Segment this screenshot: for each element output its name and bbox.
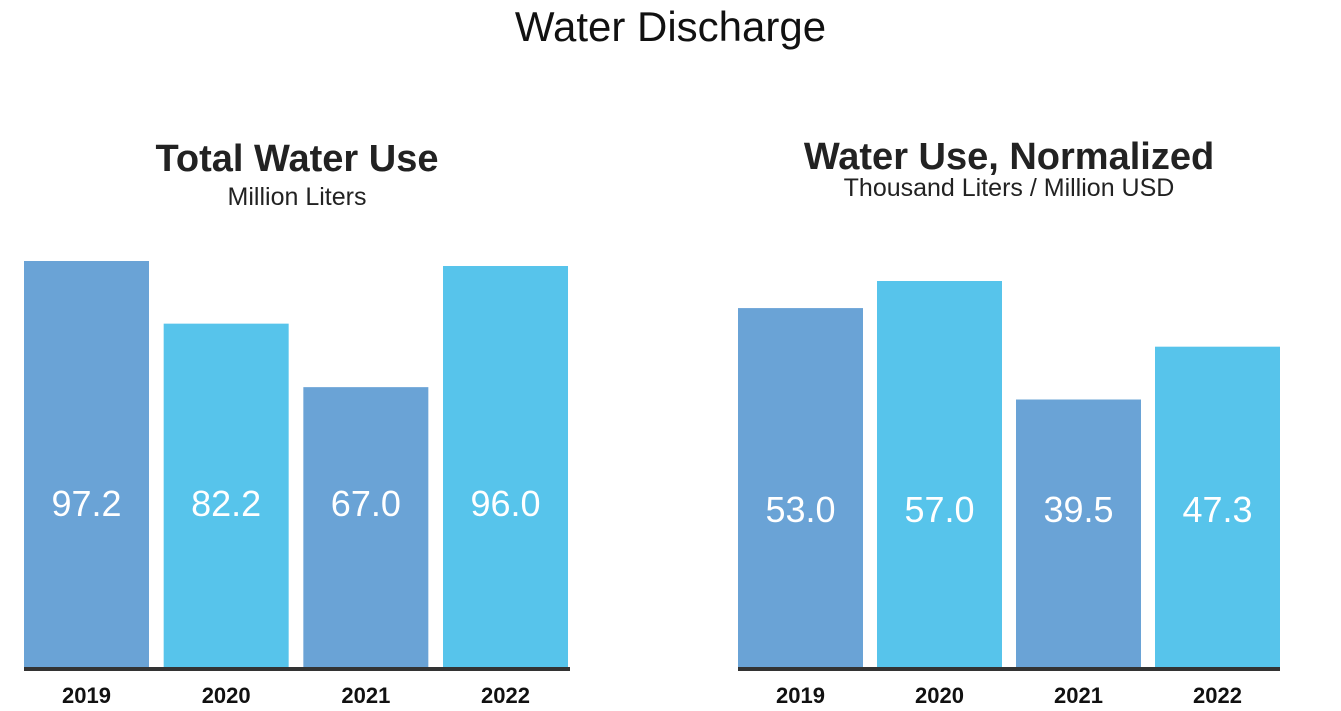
page-title: Water Discharge — [514, 3, 827, 50]
bar-value-label: 97.2 — [51, 483, 121, 524]
bar-2021 — [1016, 399, 1141, 667]
bar-2021 — [303, 387, 429, 667]
x-tick-label: 2020 — [202, 683, 251, 708]
bar-2020 — [163, 323, 289, 667]
bar-2020 — [877, 281, 1002, 667]
bar-value-label: 47.3 — [1182, 489, 1252, 530]
bar-2019 — [24, 261, 149, 667]
x-tick-label: 2019 — [62, 683, 111, 708]
total-water-use-chart: 97.2 2019 82.2 2020 67.0 2021 96.0 2022 — [24, 261, 570, 708]
bar-value-label: 82.2 — [191, 483, 261, 524]
bar-value-label: 96.0 — [470, 483, 540, 524]
x-axis-line — [738, 667, 1280, 671]
normalized-water-use-chart: 53.0 2019 57.0 2020 39.5 2021 47.3 2022 — [738, 281, 1280, 708]
x-tick-label: 2019 — [776, 683, 825, 708]
chart-subtitle: Thousand Liters / Million USD — [843, 174, 1175, 202]
bar-value-label: 57.0 — [904, 489, 974, 530]
total-water-use-panel: Total Water Use Million Liters 97.2 2019 8… — [24, 0, 570, 711]
bar-2019 — [738, 308, 863, 667]
bar-2022 — [1155, 346, 1280, 667]
x-tick-label: 2021 — [341, 683, 390, 708]
bar-value-label: 39.5 — [1043, 489, 1113, 530]
bar-2022 — [443, 266, 569, 667]
chart-title: Water Use, Normalized — [803, 136, 1215, 178]
x-tick-label: 2022 — [481, 683, 530, 708]
bar-value-label: 53.0 — [765, 489, 835, 530]
x-tick-label: 2020 — [915, 683, 964, 708]
x-axis-line — [24, 667, 570, 671]
chart-title: Total Water Use — [155, 138, 439, 180]
bar-value-label: 67.0 — [331, 483, 401, 524]
normalized-water-use-panel: Water Use, Normalized Thousand Liters / … — [738, 0, 1280, 711]
x-tick-label: 2022 — [1193, 683, 1242, 708]
chart-subtitle: Million Liters — [227, 183, 367, 211]
x-tick-label: 2021 — [1054, 683, 1103, 708]
